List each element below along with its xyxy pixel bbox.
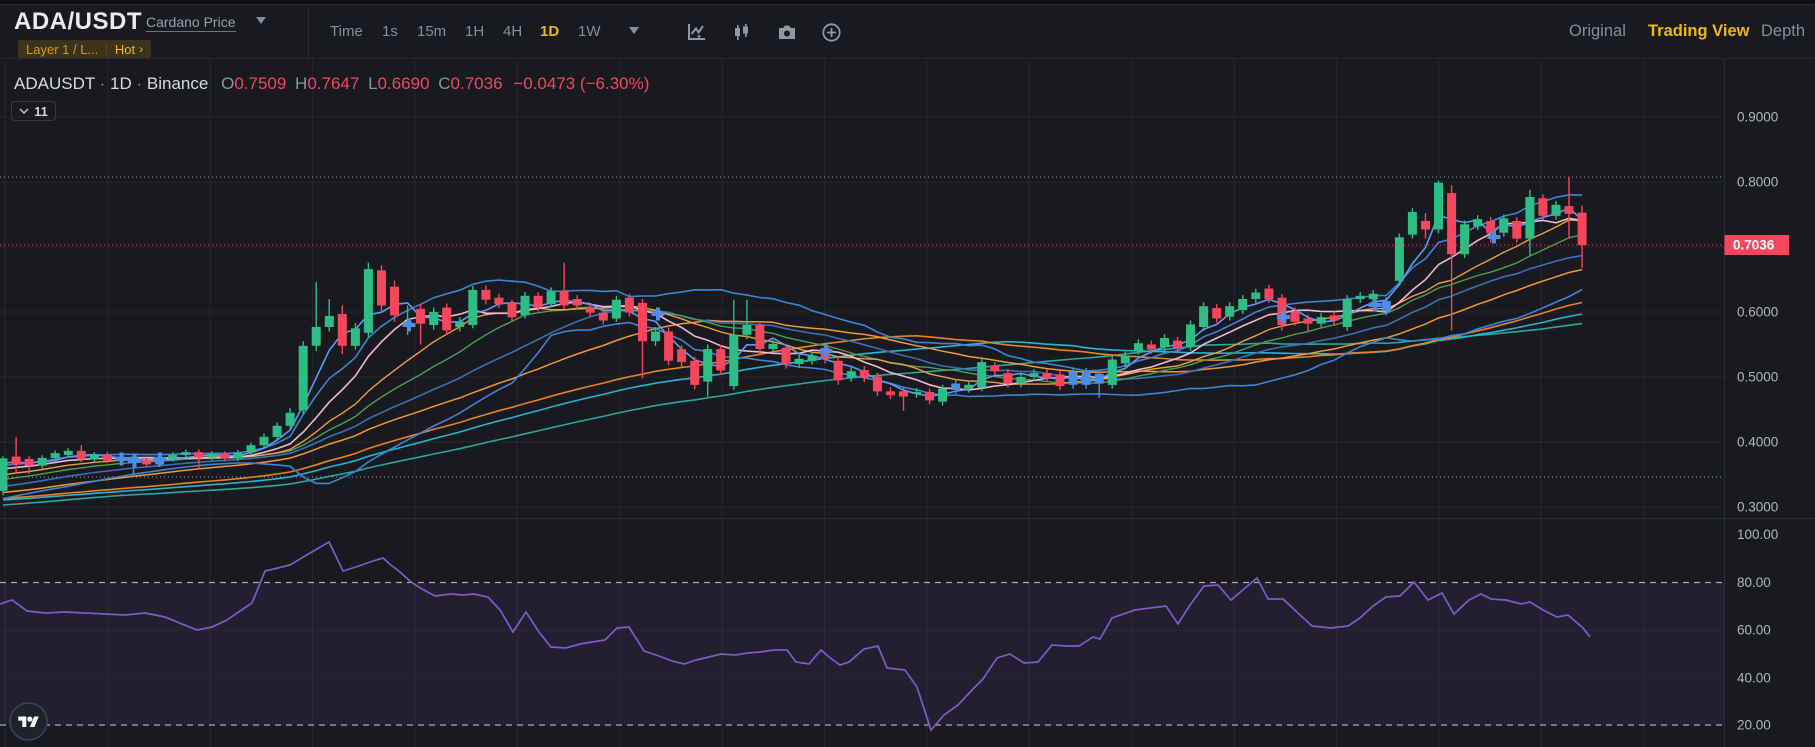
svg-text:40.00: 40.00 <box>1737 670 1771 685</box>
svg-text:0.7036: 0.7036 <box>1733 238 1775 253</box>
svg-text:60.00: 60.00 <box>1737 623 1771 638</box>
svg-text:80.00: 80.00 <box>1737 575 1771 590</box>
svg-text:100.00: 100.00 <box>1737 527 1778 542</box>
svg-text:20.00: 20.00 <box>1737 718 1771 733</box>
svg-text:0.4000: 0.4000 <box>1737 435 1778 450</box>
svg-text:0.8000: 0.8000 <box>1737 175 1778 190</box>
svg-text:0.9000: 0.9000 <box>1737 110 1778 125</box>
svg-text:0.5000: 0.5000 <box>1737 370 1778 385</box>
svg-text:0.6000: 0.6000 <box>1737 305 1778 320</box>
svg-text:0.3000: 0.3000 <box>1737 500 1778 515</box>
